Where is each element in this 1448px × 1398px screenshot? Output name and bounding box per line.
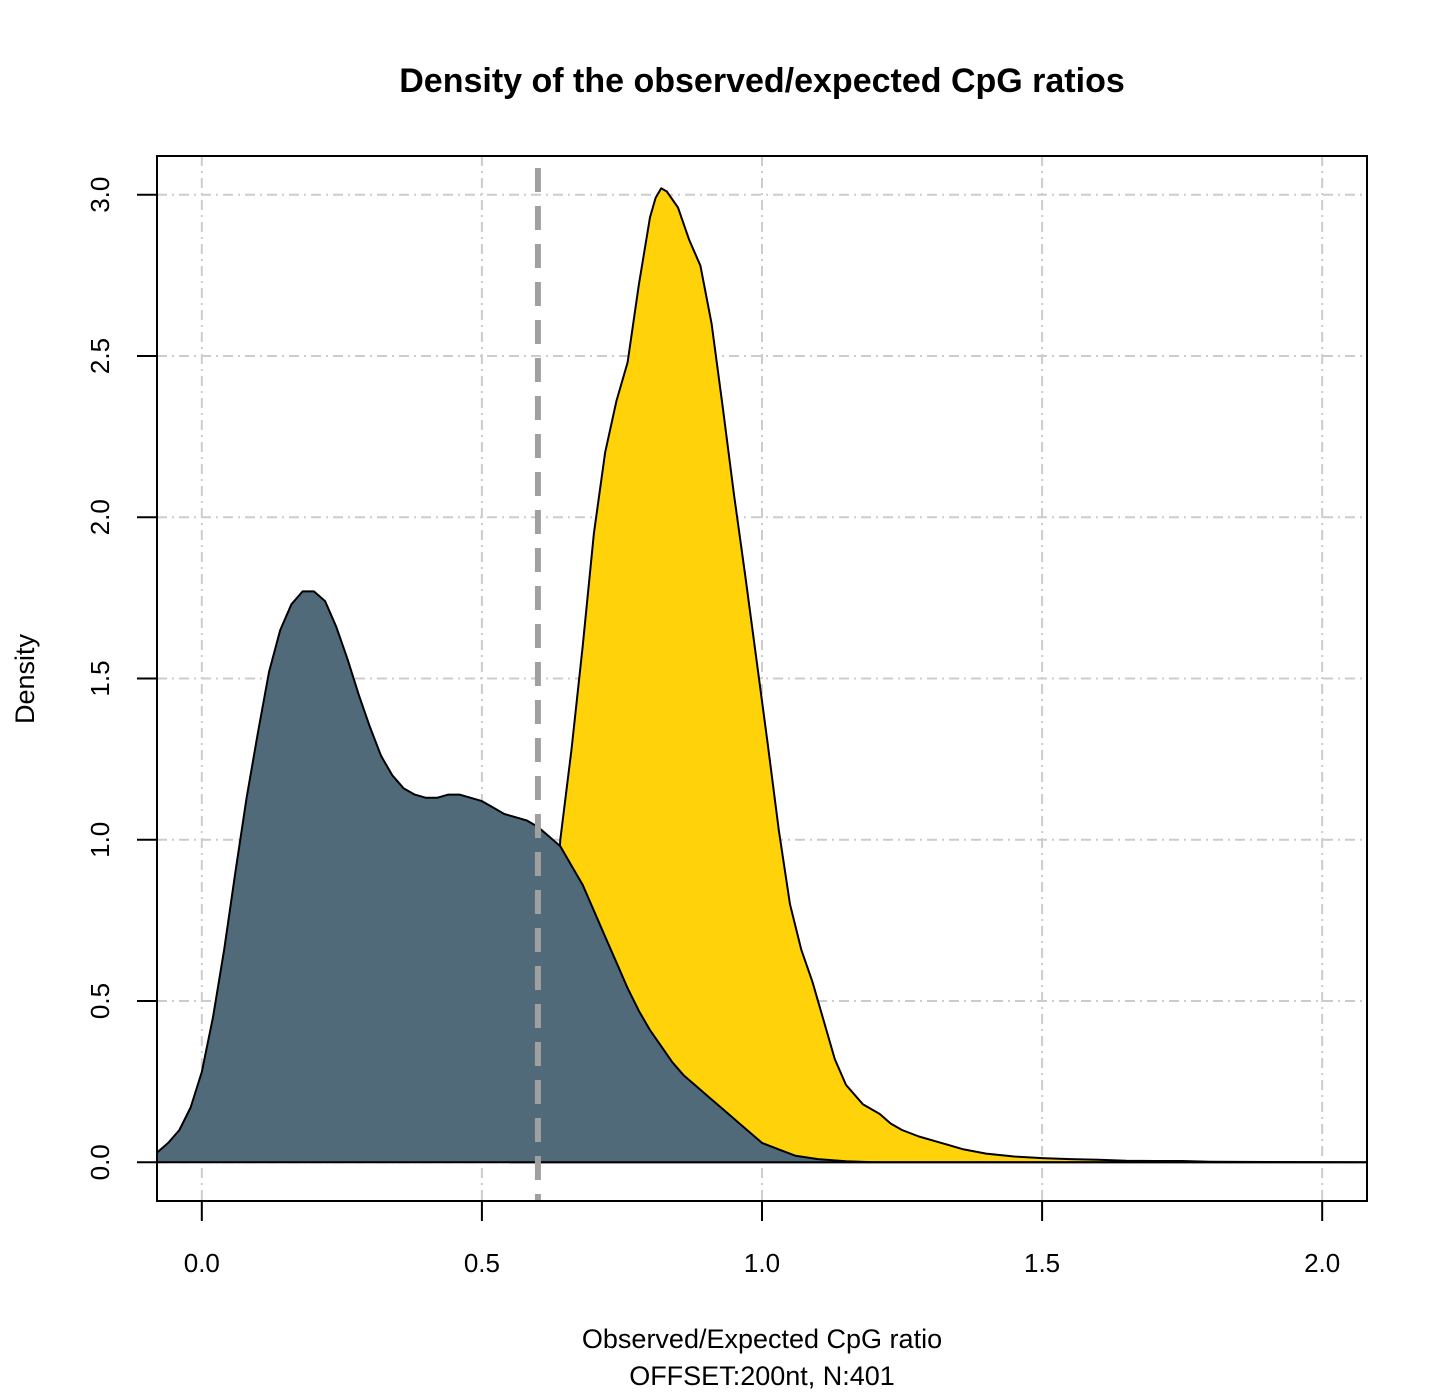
x-axis-sublabel: OFFSET:200nt, N:401: [629, 1361, 895, 1391]
x-tick-label-0: 0.0: [184, 1248, 220, 1278]
x-tick-label-1: 0.5: [464, 1248, 500, 1278]
y-axis: 0.0 0.5 1.0 1.5 2.0 2.5 3.0: [85, 177, 157, 1180]
x-axis-label: Observed/Expected CpG ratio: [582, 1324, 942, 1354]
x-tick-label-2: 1.0: [744, 1248, 780, 1278]
x-axis: 0.0 0.5 1.0 1.5 2.0: [184, 1201, 1340, 1278]
density-series: [156, 187, 1368, 1164]
y-axis-label: Density: [10, 633, 40, 724]
x-tick-label-3: 1.5: [1024, 1248, 1060, 1278]
y-tick-label-1: 0.5: [85, 983, 115, 1019]
x-tick-label-4: 2.0: [1304, 1248, 1340, 1278]
y-tick-label-5: 2.5: [85, 338, 115, 374]
y-tick-label-2: 1.0: [85, 822, 115, 858]
density-area-2: [156, 590, 1368, 1164]
chart-title: Density of the observed/expected CpG rat…: [399, 62, 1125, 100]
y-tick-label-3: 1.5: [85, 660, 115, 696]
y-tick-label-4: 2.0: [85, 499, 115, 535]
y-tick-label-6: 3.0: [85, 177, 115, 213]
density-area-1: [508, 187, 1368, 1164]
y-tick-label-0: 0.0: [85, 1144, 115, 1180]
